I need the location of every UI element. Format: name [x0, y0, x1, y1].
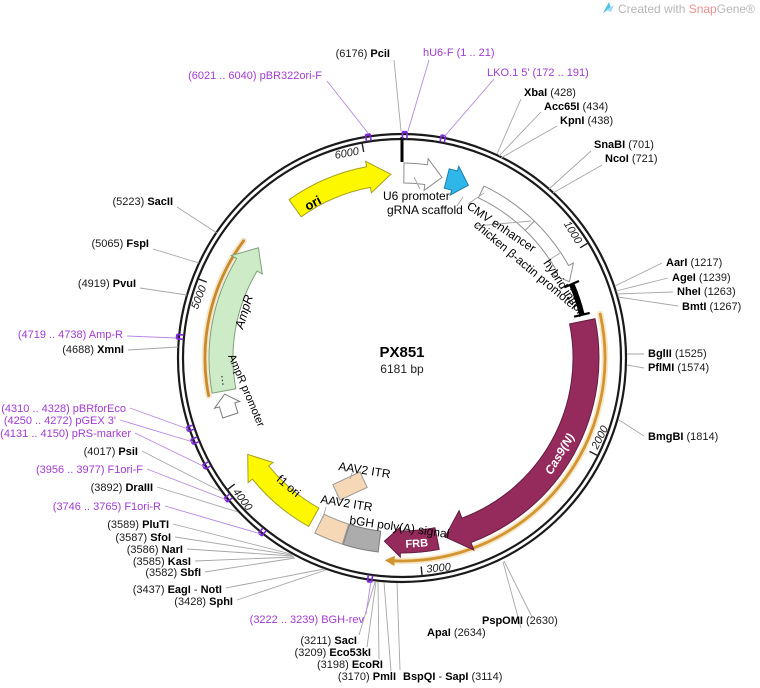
- site-label-EcoRI[interactable]: (3198) EcoRI: [317, 659, 383, 671]
- u6-promoter-label[interactable]: U6 promoter: [383, 189, 450, 203]
- feature-ori[interactable]: [288, 160, 392, 218]
- site-label-pGEX 3'[interactable]: (4250 .. 4272) pGEX 3': [4, 415, 116, 427]
- watermark: Created with SnapGene®: [603, 2, 755, 16]
- feature-f1-ori[interactable]: [247, 453, 320, 528]
- site-label-FspI[interactable]: (5065) FspI: [92, 238, 149, 250]
- frb-label[interactable]: FRB: [405, 537, 428, 551]
- site-label-BmtI[interactable]: BmtI (1267): [682, 301, 741, 313]
- grna-scaffold-label[interactable]: gRNA scaffold: [387, 203, 463, 217]
- primer-mark-Amp-R: [175, 333, 184, 341]
- feature-orf-arc-ampr[interactable]: [201, 237, 247, 399]
- site-label-SfoI[interactable]: (3587) SfoI: [115, 532, 171, 544]
- site-label-NheI[interactable]: NheI (1263): [677, 286, 736, 298]
- site-label-pBRforEco[interactable]: (4310 .. 4328) pBRforEco: [1, 403, 126, 415]
- site-label-PciI[interactable]: (6176) PciI: [336, 48, 390, 60]
- feature-frb[interactable]: [383, 525, 440, 559]
- site-label-ApaI[interactable]: ApaI (2634): [427, 627, 486, 639]
- site-label-AgeI[interactable]: AgeI (1239): [672, 272, 731, 284]
- feature-leader-lines: [322, 176, 561, 535]
- site-label-DraIII[interactable]: (3892) DraIII: [91, 482, 153, 494]
- site-label-PluTI[interactable]: (3589) PluTI: [107, 519, 169, 531]
- feature-ampr[interactable]: [208, 247, 263, 394]
- site-label-pBR322ori-F[interactable]: (6021 .. 6040) pBR322ori-F: [188, 70, 322, 82]
- tick-label-6000: 6000: [334, 145, 361, 161]
- primer-mark-hU6-F: [401, 130, 408, 139]
- site-label-XbaI[interactable]: XbaI (428): [524, 87, 576, 99]
- feature-u6-promoter[interactable]: [403, 157, 443, 192]
- snapgene-logo-icon: [603, 2, 614, 13]
- site-label-AarI[interactable]: AarI (1217): [666, 257, 722, 269]
- site-label-BspQI-SapI[interactable]: BspQI - SapI (3114): [403, 671, 502, 683]
- site-label-NcoI[interactable]: NcoI (721): [605, 153, 658, 165]
- feature-grna-scaffold[interactable]: [443, 164, 469, 197]
- site-label-KasI[interactable]: (3585) KasI: [133, 556, 191, 568]
- feature-orf-arc-cas9[interactable]: [384, 310, 609, 567]
- ori-label[interactable]: ori: [302, 193, 324, 214]
- feature-ampr-promoter[interactable]: [213, 393, 242, 419]
- site-label-SphI[interactable]: (3428) SphI: [174, 596, 233, 608]
- site-label-KpnI[interactable]: KpnI (438): [560, 115, 613, 127]
- site-label-F1ori-F[interactable]: (3956 .. 3977) F1ori-F: [36, 464, 143, 476]
- site-label-hU6-F[interactable]: hU6-F (1 .. 21): [423, 47, 495, 59]
- primer-mark-BGH-rev: [366, 574, 374, 584]
- site-label-PsiI[interactable]: (4017) PsiI: [84, 446, 138, 458]
- site-label-pRS-marker[interactable]: (4131 .. 4150) pRS-marker: [0, 428, 131, 440]
- feature-cas9n[interactable]: [444, 318, 600, 551]
- watermark-brand-red: Snap: [689, 2, 717, 16]
- site-label-BmgBI[interactable]: BmgBI (1814): [648, 431, 718, 443]
- feature-aav2-itr-2[interactable]: [332, 471, 368, 501]
- site-label-BGH-rev[interactable]: (3222 .. 3239) BGH-rev: [250, 614, 365, 626]
- site-label-XmnI[interactable]: (4688) XmnI: [62, 344, 124, 356]
- primer-mark-LKO.1 5': [439, 134, 447, 143]
- site-label-SacII[interactable]: (5223) SacII: [112, 196, 173, 208]
- site-label-SnaBI[interactable]: SnaBI (701): [594, 139, 654, 151]
- site-label-SacI[interactable]: (3211) SacI: [300, 635, 357, 647]
- site-label-Acc65I[interactable]: Acc65I (434): [544, 101, 608, 113]
- site-label-LKO.1 5'[interactable]: LKO.1 5' (172 .. 191): [487, 67, 589, 79]
- features: [201, 157, 609, 567]
- plasmid-size: 6181 bp: [380, 362, 424, 376]
- watermark-prefix: Created with: [618, 2, 689, 16]
- site-label-PspOMI[interactable]: PspOMI (2630): [482, 615, 558, 627]
- plasmid-name: PX851: [379, 344, 424, 361]
- site-label-Eco53kI[interactable]: (3209) Eco53kI: [295, 647, 371, 659]
- site-label-NarI[interactable]: (3586) NarI: [127, 544, 183, 556]
- feature-hybrid-intron[interactable]: [563, 279, 590, 318]
- plasmid-title: PX851 6181 bp: [379, 344, 424, 376]
- tick-label-3000: 3000: [426, 561, 452, 575]
- site-label-PmlI[interactable]: (3170) PmlI: [338, 671, 396, 683]
- feature-cmv-cba-promoter[interactable]: [477, 185, 575, 283]
- primer-mark-pBR322ori-F: [364, 133, 372, 142]
- watermark-text: Created with SnapGene®: [618, 2, 755, 16]
- feature-bgh-polya[interactable]: [342, 523, 382, 553]
- site-label-EagI-NotI[interactable]: (3437) EagI - NotI: [133, 584, 222, 596]
- site-leader-lines: [119, 59, 679, 672]
- site-label-BglII[interactable]: BglII (1525): [648, 348, 707, 360]
- site-label-Amp-R[interactable]: (4719 .. 4738) Amp-R: [18, 329, 123, 341]
- orange-arrowhead: [384, 555, 395, 567]
- site-label-SbfI[interactable]: (3582) SbfI: [145, 567, 201, 579]
- watermark-brand-gray: Gene®: [717, 2, 755, 16]
- site-label-PflMI[interactable]: PflMI (1574): [648, 362, 709, 374]
- site-label-PvuI[interactable]: (4919) PvuI: [78, 278, 136, 290]
- site-label-F1ori-R[interactable]: (3746 .. 3765) F1ori-R: [53, 501, 161, 513]
- site-labels: (6176) PciI hU6-F (1 .. 21) LKO.1 5' (172 …: [0, 47, 741, 683]
